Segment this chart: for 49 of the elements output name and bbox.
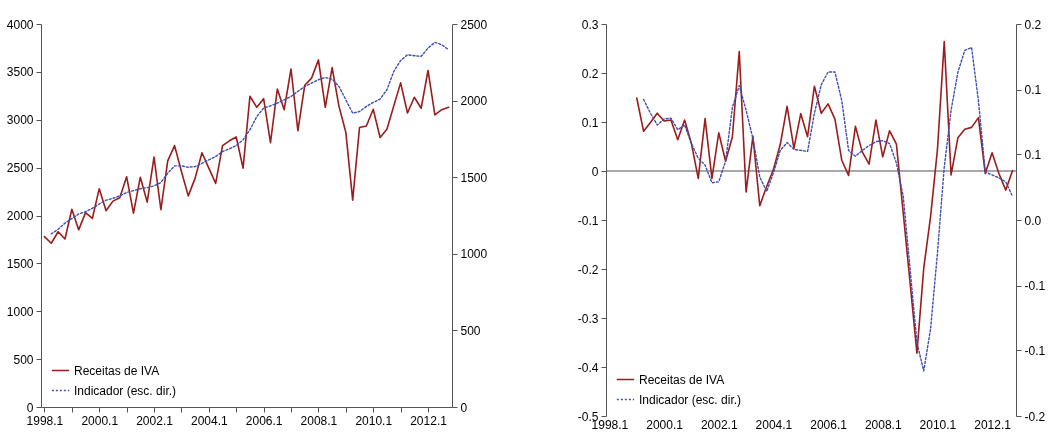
y2-tick-label: 0 — [460, 400, 468, 415]
x-tick-label: 1998.1 — [26, 413, 64, 428]
y2-tick-label: 1000 — [460, 247, 488, 262]
y-tick-label: 1000 — [6, 304, 34, 319]
x-tick-label: 2010.1 — [355, 413, 393, 428]
y2-tick-label: -0.1 — [1024, 279, 1046, 294]
legend-label: Receitas de IVA — [74, 363, 160, 378]
y-tick-label: 0 — [591, 164, 599, 179]
x-tick-label: 2002.1 — [136, 413, 174, 428]
y-tick-label: -0.2 — [577, 262, 599, 277]
y-tick-label: 2000 — [6, 209, 34, 223]
y2-tick-label: -0.2 — [1024, 409, 1046, 424]
y2-tick-label: 2500 — [460, 17, 488, 32]
legend-label: Receitas de IVA — [639, 372, 725, 387]
y-tick-label: 500 — [13, 352, 34, 367]
x-tick-label: 2004.1 — [755, 417, 793, 432]
y-tick-label: 3500 — [6, 65, 34, 80]
x-tick-label: 2012.1 — [410, 413, 448, 428]
y-tick-label: 0.2 — [581, 66, 599, 81]
y-tick-label: 2500 — [6, 161, 34, 176]
y2-tick-label: 500 — [460, 323, 481, 338]
legend-label: Indicador (esc. dir.) — [74, 383, 177, 398]
x-tick-label: 2008.1 — [864, 417, 902, 432]
y2-tick-label: 0.1 — [1024, 83, 1042, 98]
x-tick-label: 2006.1 — [245, 413, 283, 428]
y2-tick-label: 1500 — [460, 170, 488, 185]
x-tick-label: 2008.1 — [300, 413, 338, 428]
y2-tick-label: 0.2 — [1024, 17, 1042, 32]
y-tick-label: 0 — [26, 400, 34, 415]
x-tick-label: 2000.1 — [646, 417, 684, 432]
x-tick-label: 2004.1 — [190, 413, 228, 428]
y-tick-label: 4000 — [6, 17, 34, 32]
x-tick-label: 2010.1 — [919, 417, 957, 432]
y-tick-label: -0.4 — [577, 360, 599, 375]
y-tick-label: 3000 — [6, 113, 34, 128]
x-tick-label: 2012.1 — [974, 417, 1012, 432]
y-tick-label: 0.1 — [581, 115, 599, 130]
y-tick-label: -0.1 — [577, 213, 599, 228]
x-tick-label: 2000.1 — [81, 413, 119, 428]
y2-tick-label: 0.1 — [1024, 147, 1042, 162]
y2-tick-label: 2000 — [460, 94, 488, 109]
legend-label: Indicador (esc. dir.) — [639, 392, 742, 407]
y-tick-label: 1500 — [6, 256, 34, 271]
y2-tick-label: 0.0 — [1024, 213, 1042, 228]
y2-tick-label: -0.1 — [1024, 343, 1046, 358]
x-tick-label: 2006.1 — [810, 417, 848, 432]
y-tick-label: -0.3 — [577, 311, 599, 326]
x-tick-label: 2002.1 — [700, 417, 738, 432]
y-tick-label: 0.3 — [581, 17, 599, 32]
